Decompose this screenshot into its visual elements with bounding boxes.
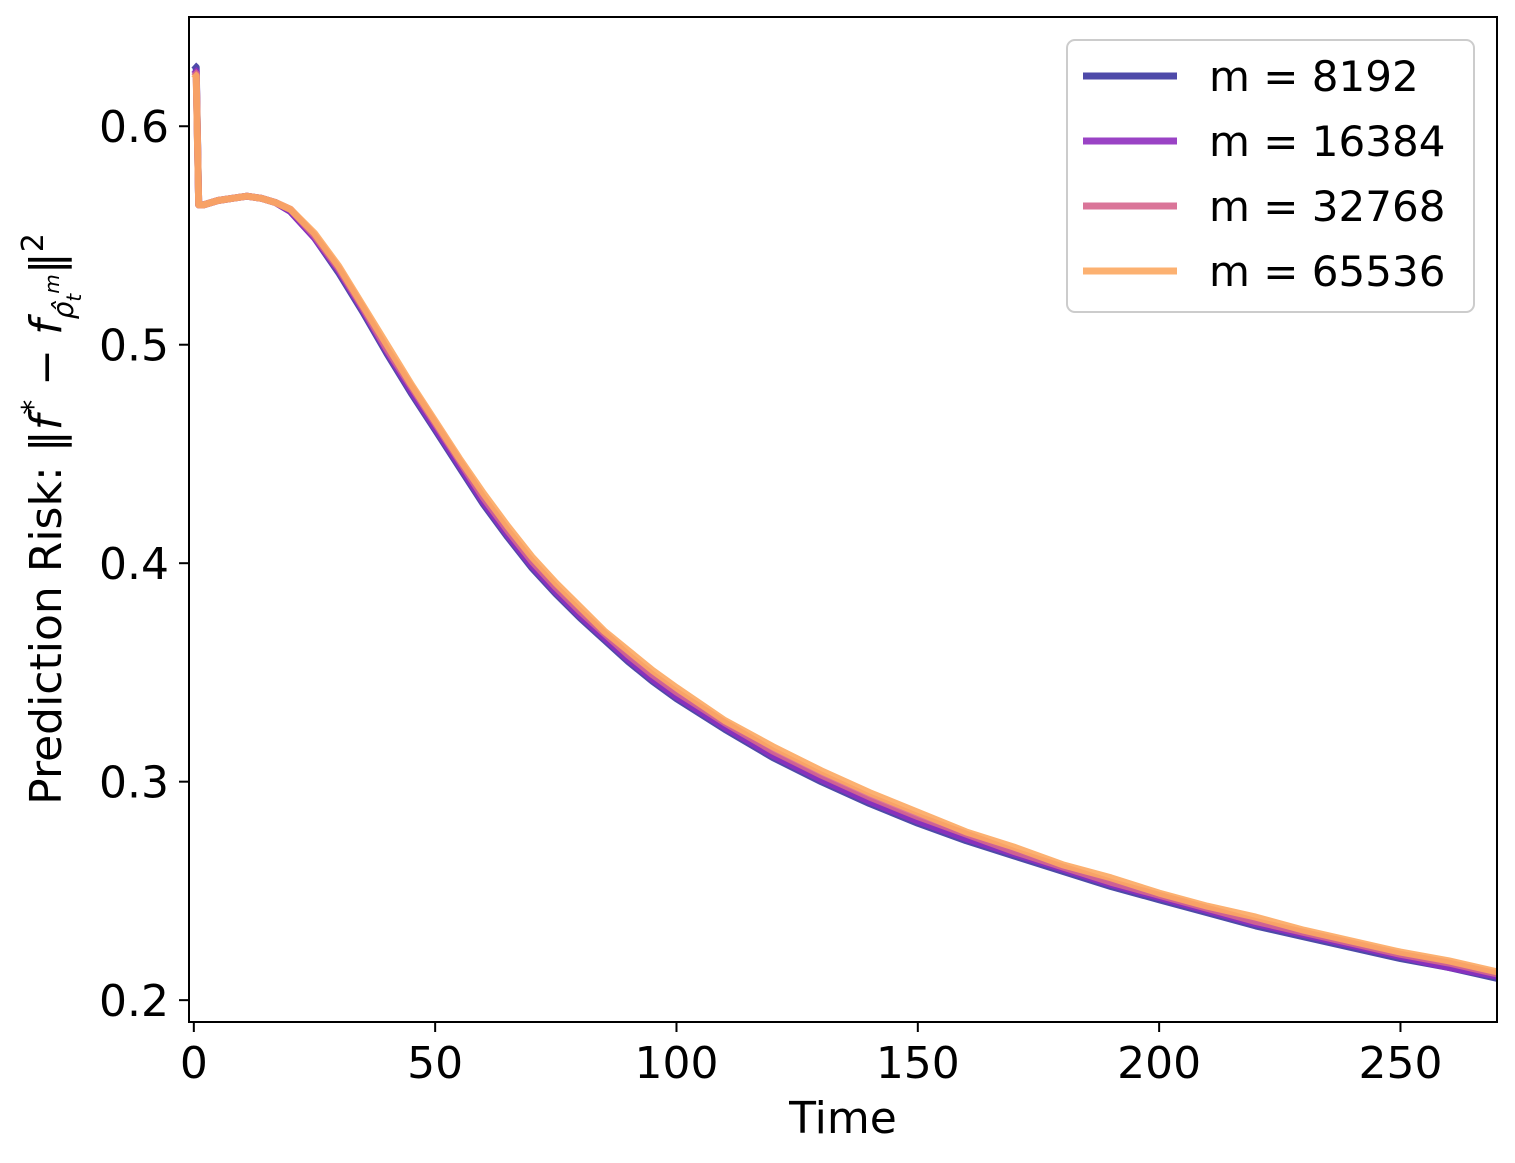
series-line-4	[191, 71, 1497, 976]
series-lines	[191, 62, 1497, 982]
y-axis: 0.2 0.3 0.4 0.5 0.6	[99, 102, 189, 1027]
y-label-prefix: Prediction Risk: ‖	[21, 430, 72, 805]
legend-label-4: m = 65536	[1209, 247, 1445, 296]
y-label-rho-sup: m	[40, 274, 64, 293]
y-tick-label: 0.3	[99, 758, 169, 809]
y-tick-label: 0.2	[99, 976, 169, 1027]
legend-box	[1066, 39, 1475, 313]
legend-label-2: m = 16384	[1209, 117, 1445, 166]
x-tick-label: 200	[1117, 1038, 1201, 1089]
x-tick-label: 0	[180, 1038, 208, 1089]
y-label-sq: 2	[16, 233, 51, 252]
legend-label-3: m = 32768	[1209, 182, 1445, 231]
y-label-minus: −	[21, 335, 72, 400]
plot-frame	[188, 16, 1498, 1023]
x-tick-label: 50	[407, 1038, 463, 1089]
legend-label-1: m = 8192	[1209, 52, 1419, 101]
y-label-rho-sub: t	[62, 293, 86, 302]
y-tick-label: 0.4	[99, 539, 169, 590]
x-tick-label: 150	[876, 1038, 960, 1089]
legend: m = 8192 m = 16384 m = 32768 m = 65536	[1066, 39, 1475, 313]
plot-area	[191, 62, 1497, 982]
x-tick-label: 250	[1358, 1038, 1442, 1089]
x-axis: 0 50 100 150 200 250	[180, 1022, 1442, 1089]
y-tick-label: 0.6	[99, 102, 169, 153]
y-label-close: ‖	[21, 252, 72, 274]
y-label-rho: ρ̂	[47, 301, 80, 320]
y-label-star: *	[16, 400, 51, 415]
y-axis-label: Prediction Risk: ‖f* − fρ̂tm‖2	[16, 233, 86, 805]
x-tick-label: 100	[634, 1038, 718, 1089]
x-axis-label: Time	[788, 1093, 897, 1144]
y-tick-label: 0.5	[99, 321, 169, 372]
